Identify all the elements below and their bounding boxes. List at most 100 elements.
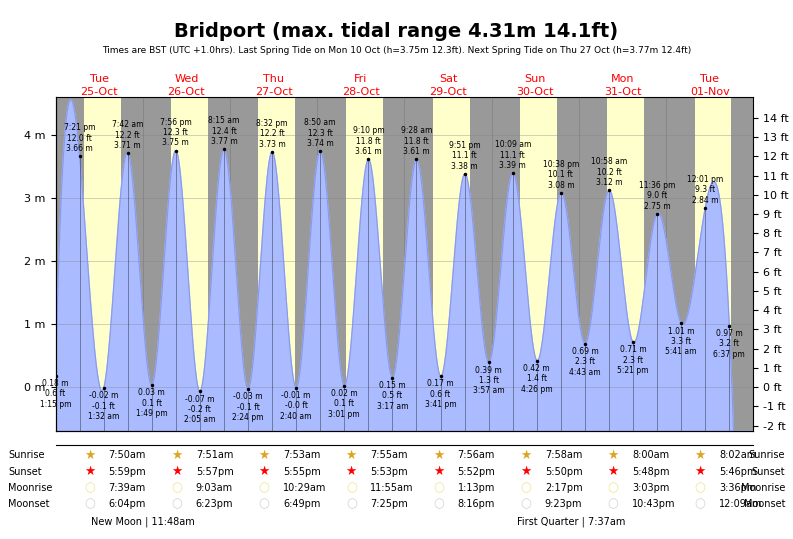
Text: ○: ○ bbox=[171, 481, 182, 494]
Text: 29-Oct: 29-Oct bbox=[429, 87, 467, 97]
Text: 5:55pm: 5:55pm bbox=[283, 467, 321, 476]
Text: ★: ★ bbox=[259, 449, 270, 462]
Bar bbox=[695, 97, 731, 431]
Text: 7:56am: 7:56am bbox=[458, 451, 495, 460]
Text: 2:17pm: 2:17pm bbox=[545, 483, 582, 493]
Text: 5:57pm: 5:57pm bbox=[196, 467, 234, 476]
Text: 7:21 pm
12.0 ft
3.66 m: 7:21 pm 12.0 ft 3.66 m bbox=[63, 123, 95, 153]
Text: 8:15 am
12.4 ft
3.77 m: 8:15 am 12.4 ft 3.77 m bbox=[209, 116, 239, 146]
Text: 28-Oct: 28-Oct bbox=[342, 87, 380, 97]
Text: ★: ★ bbox=[259, 465, 270, 478]
Text: Sun: Sun bbox=[525, 73, 546, 84]
Text: 31-Oct: 31-Oct bbox=[603, 87, 642, 97]
Text: ★: ★ bbox=[433, 465, 444, 478]
Text: -0.01 m
-0.0 ft
2:40 am: -0.01 m -0.0 ft 2:40 am bbox=[281, 391, 312, 420]
Text: 9:28 am
11.8 ft
3.61 m: 9:28 am 11.8 ft 3.61 m bbox=[400, 127, 432, 156]
Text: 1.01 m
3.3 ft
5:41 am: 1.01 m 3.3 ft 5:41 am bbox=[665, 327, 697, 356]
Text: Sat: Sat bbox=[439, 73, 458, 84]
Text: 0.39 m
1.3 ft
3:57 am: 0.39 m 1.3 ft 3:57 am bbox=[473, 365, 504, 396]
Text: 0.18 m
0.6 ft
1:15 pm: 0.18 m 0.6 ft 1:15 pm bbox=[40, 379, 71, 409]
Text: 7:58am: 7:58am bbox=[545, 451, 582, 460]
Text: 7:56 pm
12.3 ft
3.75 m: 7:56 pm 12.3 ft 3.75 m bbox=[160, 118, 192, 148]
Text: 10:29am: 10:29am bbox=[283, 483, 327, 493]
Text: ○: ○ bbox=[607, 481, 619, 494]
Text: 0.97 m
3.2 ft
6:37 pm: 0.97 m 3.2 ft 6:37 pm bbox=[714, 329, 745, 359]
Text: 10:58 am
10.2 ft
3.12 m: 10:58 am 10.2 ft 3.12 m bbox=[591, 157, 627, 187]
Text: 10:38 pm
10.1 ft
3.08 m: 10:38 pm 10.1 ft 3.08 m bbox=[542, 160, 579, 190]
Text: ○: ○ bbox=[520, 481, 531, 494]
Bar bbox=[84, 97, 121, 431]
Text: Moonset: Moonset bbox=[744, 499, 785, 509]
Text: ★: ★ bbox=[607, 465, 619, 478]
Bar bbox=[753, 97, 782, 431]
Bar bbox=[433, 97, 469, 431]
Text: ○: ○ bbox=[695, 481, 706, 494]
Text: -0.07 m
-0.2 ft
2:05 am: -0.07 m -0.2 ft 2:05 am bbox=[184, 395, 216, 424]
Text: ★: ★ bbox=[695, 449, 706, 462]
Text: Moonrise: Moonrise bbox=[8, 483, 52, 493]
Text: ★: ★ bbox=[607, 449, 619, 462]
Text: 8:50 am
12.3 ft
3.74 m: 8:50 am 12.3 ft 3.74 m bbox=[305, 118, 336, 148]
Text: 10:09 am
11.1 ft
3.39 m: 10:09 am 11.1 ft 3.39 m bbox=[495, 140, 531, 170]
Bar bbox=[56, 97, 143, 431]
Text: ★: ★ bbox=[520, 465, 531, 478]
Text: 7:51am: 7:51am bbox=[196, 451, 233, 460]
Text: 25-Oct: 25-Oct bbox=[80, 87, 118, 97]
Text: ○: ○ bbox=[607, 497, 619, 510]
Text: 27-Oct: 27-Oct bbox=[255, 87, 293, 97]
Text: ○: ○ bbox=[259, 497, 270, 510]
Bar bbox=[666, 97, 753, 431]
Text: 6:04pm: 6:04pm bbox=[109, 499, 146, 509]
Text: 01-Nov: 01-Nov bbox=[690, 87, 730, 97]
Text: 5:50pm: 5:50pm bbox=[545, 467, 582, 476]
Text: ★: ★ bbox=[520, 449, 531, 462]
Text: 8:00am: 8:00am bbox=[632, 451, 669, 460]
Text: 30-Oct: 30-Oct bbox=[516, 87, 554, 97]
Text: 3:03pm: 3:03pm bbox=[632, 483, 669, 493]
Text: 7:53am: 7:53am bbox=[283, 451, 320, 460]
Text: 9:23pm: 9:23pm bbox=[545, 499, 582, 509]
Text: New Moon | 11:48am: New Moon | 11:48am bbox=[91, 516, 194, 527]
Text: Bridport (max. tidal range 4.31m 14.1ft): Bridport (max. tidal range 4.31m 14.1ft) bbox=[174, 22, 619, 40]
Text: 5:52pm: 5:52pm bbox=[458, 467, 496, 476]
Text: Moonset: Moonset bbox=[8, 499, 49, 509]
Text: 7:42 am
12.2 ft
3.71 m: 7:42 am 12.2 ft 3.71 m bbox=[112, 120, 144, 150]
Text: Wed: Wed bbox=[174, 73, 198, 84]
Bar bbox=[317, 97, 404, 431]
Text: 8:16pm: 8:16pm bbox=[458, 499, 495, 509]
Bar bbox=[259, 97, 295, 431]
Text: 0.17 m
0.6 ft
3:41 pm: 0.17 m 0.6 ft 3:41 pm bbox=[425, 379, 456, 409]
Text: Tue: Tue bbox=[90, 73, 109, 84]
Bar bbox=[143, 97, 230, 431]
Text: 1:13pm: 1:13pm bbox=[458, 483, 495, 493]
Text: Thu: Thu bbox=[263, 73, 284, 84]
Text: ○: ○ bbox=[520, 497, 531, 510]
Text: ★: ★ bbox=[171, 465, 182, 478]
Text: 0.42 m
1.4 ft
4:26 pm: 0.42 m 1.4 ft 4:26 pm bbox=[521, 364, 553, 393]
Text: 8:32 pm
12.2 ft
3.73 m: 8:32 pm 12.2 ft 3.73 m bbox=[256, 119, 288, 149]
Text: 7:55am: 7:55am bbox=[370, 451, 408, 460]
Text: ○: ○ bbox=[259, 481, 270, 494]
Text: Fri: Fri bbox=[354, 73, 367, 84]
Text: Tue: Tue bbox=[700, 73, 719, 84]
Text: ○: ○ bbox=[346, 497, 357, 510]
Text: 0.03 m
0.1 ft
1:49 pm: 0.03 m 0.1 ft 1:49 pm bbox=[136, 388, 167, 418]
Text: Mon: Mon bbox=[611, 73, 634, 84]
Bar bbox=[492, 97, 579, 431]
Text: 5:46pm: 5:46pm bbox=[719, 467, 757, 476]
Text: ○: ○ bbox=[84, 497, 95, 510]
Text: 7:25pm: 7:25pm bbox=[370, 499, 408, 509]
Text: 0.15 m
0.5 ft
3:17 am: 0.15 m 0.5 ft 3:17 am bbox=[377, 381, 408, 411]
Text: Sunrise: Sunrise bbox=[8, 451, 44, 460]
Text: 11:55am: 11:55am bbox=[370, 483, 414, 493]
Text: ○: ○ bbox=[695, 497, 706, 510]
Text: ○: ○ bbox=[433, 481, 444, 494]
Bar bbox=[404, 97, 492, 431]
Text: 5:53pm: 5:53pm bbox=[370, 467, 408, 476]
Text: Moonrise: Moonrise bbox=[741, 483, 785, 493]
Bar bbox=[607, 97, 644, 431]
Text: 9:10 pm
11.8 ft
3.61 m: 9:10 pm 11.8 ft 3.61 m bbox=[353, 127, 384, 156]
Bar bbox=[579, 97, 666, 431]
Text: 5:48pm: 5:48pm bbox=[632, 467, 669, 476]
Text: 6:23pm: 6:23pm bbox=[196, 499, 233, 509]
